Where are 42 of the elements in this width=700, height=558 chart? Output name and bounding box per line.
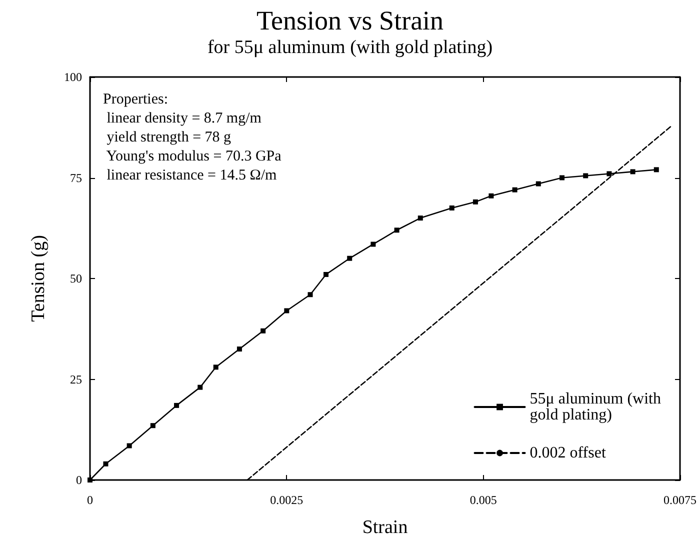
y-axis-title: Tension (g) — [28, 235, 49, 322]
point — [198, 384, 203, 390]
annotation: Properties: linear density = 8.7 mg/m yield strength = 78 g Young's modulus = 70.3 GPa linear resistance = 14.5 Ω/m — [103, 92, 282, 184]
point — [103, 461, 108, 466]
x-tick-label: 0.005 — [470, 493, 497, 507]
x-tick-label: 0 — [87, 493, 93, 507]
point — [260, 328, 266, 334]
point — [308, 292, 313, 298]
point — [370, 242, 376, 247]
point — [472, 199, 478, 204]
y-tick-label: 0 — [76, 473, 82, 487]
point — [394, 228, 400, 233]
point — [347, 256, 352, 261]
x-tick-label: 0.0025 — [270, 493, 304, 507]
point — [174, 402, 180, 408]
point — [654, 167, 659, 172]
chart-title: Tension vs Strain — [256, 6, 444, 36]
y-tick-label: 100 — [64, 70, 82, 84]
point — [126, 443, 132, 448]
point — [630, 169, 636, 174]
point — [536, 181, 541, 186]
point — [236, 346, 242, 352]
point — [418, 216, 423, 221]
point — [512, 187, 518, 192]
point — [150, 423, 156, 428]
legend-label: 0.002 offset — [530, 444, 606, 462]
x-tick-label: 0.0075 — [664, 493, 696, 507]
point — [606, 171, 612, 176]
y-tick-label: 25 — [70, 372, 82, 386]
chart-subtitle: for 55μ aluminum (with gold plating) — [207, 37, 493, 58]
point — [88, 478, 92, 482]
point — [449, 205, 454, 210]
point — [560, 175, 564, 180]
point — [583, 173, 588, 178]
legend-label: 55μ aluminum (with gold plating) — [530, 390, 665, 424]
x-axis-title: Strain — [362, 517, 408, 538]
point — [284, 308, 290, 314]
point — [213, 364, 218, 370]
y-tick-label: 75 — [70, 170, 82, 185]
y-tick-label: 50 — [70, 272, 82, 286]
point — [488, 193, 494, 198]
point — [324, 272, 328, 277]
